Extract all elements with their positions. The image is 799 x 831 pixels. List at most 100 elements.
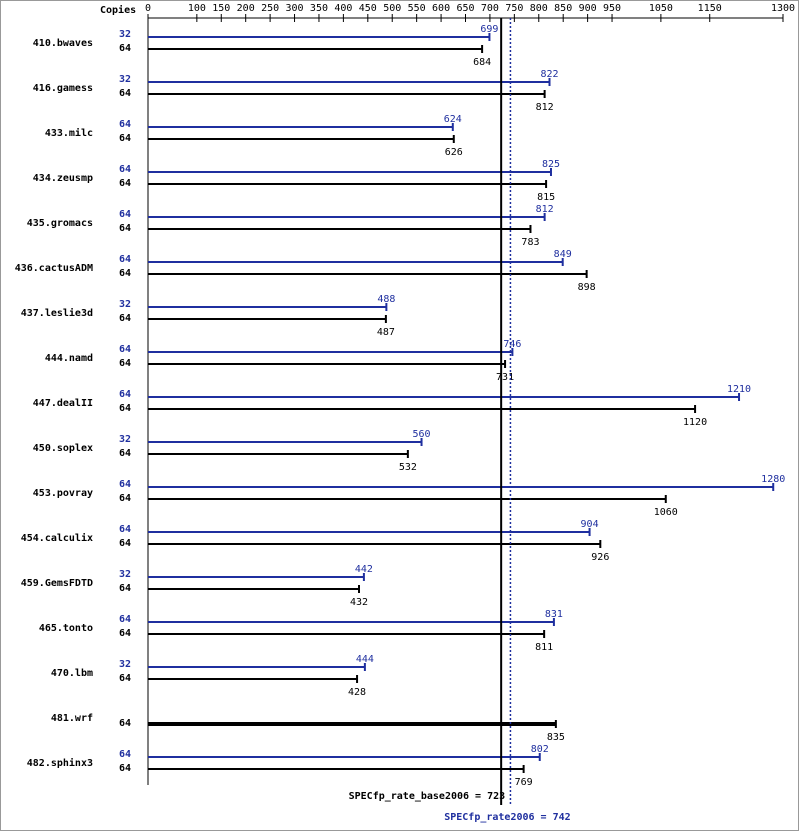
value-label: 684 bbox=[473, 57, 491, 68]
value-label: 825 bbox=[542, 159, 560, 170]
x-tick-label: 200 bbox=[237, 3, 255, 14]
value-label: 822 bbox=[540, 69, 558, 80]
copies-label: 64 bbox=[119, 763, 131, 774]
copies-label: 32 bbox=[119, 434, 131, 445]
x-tick-label: 800 bbox=[530, 3, 548, 14]
copies-label: 64 bbox=[119, 133, 131, 144]
value-label: 1210 bbox=[727, 384, 751, 395]
x-tick-label: 250 bbox=[261, 3, 279, 14]
benchmark-label: 433.milc bbox=[45, 127, 93, 139]
copies-label: 64 bbox=[119, 403, 131, 414]
value-label: 835 bbox=[547, 732, 565, 743]
x-tick-label: 350 bbox=[310, 3, 328, 14]
benchmark-label: 436.cactusADM bbox=[15, 263, 93, 274]
value-label: 560 bbox=[413, 429, 431, 440]
copies-label: 64 bbox=[119, 479, 131, 490]
value-label: 849 bbox=[554, 249, 572, 260]
x-tick-label: 700 bbox=[481, 3, 499, 14]
copies-label: 64 bbox=[119, 583, 131, 594]
value-label: 783 bbox=[521, 237, 539, 248]
copies-label: 64 bbox=[119, 673, 131, 684]
value-label: 626 bbox=[445, 147, 463, 158]
copies-label: 64 bbox=[119, 493, 131, 504]
benchmark-label: 447.dealII bbox=[33, 398, 93, 409]
benchmark-label: 437.leslie3d bbox=[21, 307, 93, 319]
value-label: 746 bbox=[503, 339, 521, 350]
value-label: 699 bbox=[480, 24, 498, 35]
benchmark-label: 454.calculix bbox=[21, 532, 93, 544]
value-label: 624 bbox=[444, 114, 462, 125]
benchmark-label: 410.bwaves bbox=[33, 38, 93, 49]
value-label: 831 bbox=[545, 609, 563, 620]
value-label: 487 bbox=[377, 327, 395, 338]
copies-label: 64 bbox=[119, 164, 131, 175]
x-tick-label: 900 bbox=[579, 3, 597, 14]
value-label: 532 bbox=[399, 462, 417, 473]
x-tick-label: 100 bbox=[188, 3, 206, 14]
copies-label: 64 bbox=[119, 254, 131, 265]
copies-label: 64 bbox=[119, 209, 131, 220]
benchmark-label: 434.zeusmp bbox=[33, 173, 93, 184]
benchmark-label: 465.tonto bbox=[39, 623, 93, 634]
x-tick-label: 0 bbox=[145, 3, 151, 14]
x-tick-label: 500 bbox=[383, 3, 401, 14]
copies-label: 64 bbox=[119, 718, 131, 729]
x-tick-label: 1300 bbox=[771, 3, 795, 14]
copies-label: 64 bbox=[119, 448, 131, 459]
benchmark-label: 453.povray bbox=[33, 488, 93, 499]
x-tick-label: 750 bbox=[505, 3, 523, 14]
x-tick-label: 650 bbox=[456, 3, 474, 14]
copies-label: 64 bbox=[119, 358, 131, 369]
value-label: 488 bbox=[377, 294, 395, 305]
copies-label: 32 bbox=[119, 74, 131, 85]
copies-label: 64 bbox=[119, 389, 131, 400]
copies-label: 64 bbox=[119, 313, 131, 324]
x-tick-label: 1050 bbox=[649, 3, 673, 14]
x-tick-label: 1150 bbox=[698, 3, 722, 14]
value-label: 811 bbox=[535, 642, 553, 653]
x-tick-label: 600 bbox=[432, 3, 450, 14]
copies-label: 64 bbox=[119, 749, 131, 760]
x-tick-label: 150 bbox=[212, 3, 230, 14]
benchmark-label: 444.namd bbox=[45, 353, 93, 364]
benchmark-label: 435.gromacs bbox=[27, 218, 93, 229]
copies-label: 32 bbox=[119, 29, 131, 40]
value-label: 1060 bbox=[654, 507, 678, 518]
value-label: 1120 bbox=[683, 417, 707, 428]
copies-label: 64 bbox=[119, 88, 131, 99]
value-label: 428 bbox=[348, 687, 366, 698]
x-tick-label: 450 bbox=[359, 3, 377, 14]
value-label: 926 bbox=[591, 552, 609, 563]
value-label: 812 bbox=[536, 204, 554, 215]
x-tick-label: 550 bbox=[408, 3, 426, 14]
copies-label: 64 bbox=[119, 344, 131, 355]
copies-label: 32 bbox=[119, 299, 131, 310]
x-tick-label: 850 bbox=[554, 3, 572, 14]
copies-label: 64 bbox=[119, 223, 131, 234]
copies-label: 64 bbox=[119, 268, 131, 279]
copies-label: 32 bbox=[119, 569, 131, 580]
copies-label: 64 bbox=[119, 628, 131, 639]
x-tick-label: 950 bbox=[603, 3, 621, 14]
copies-label: 64 bbox=[119, 119, 131, 130]
copies-label: 64 bbox=[119, 614, 131, 625]
value-label: 444 bbox=[356, 654, 374, 665]
x-tick-label: 300 bbox=[286, 3, 304, 14]
value-label: 898 bbox=[578, 282, 596, 293]
reference-label: SPECfp_rate_base2006 = 723 bbox=[349, 791, 506, 802]
benchmark-label: 470.lbm bbox=[51, 668, 93, 679]
axis-label: Copies bbox=[100, 4, 136, 16]
reference-label: SPECfp_rate2006 = 742 bbox=[444, 812, 570, 823]
copies-label: 64 bbox=[119, 538, 131, 549]
value-label: 815 bbox=[537, 192, 555, 203]
value-label: 812 bbox=[536, 102, 554, 113]
benchmark-label: 450.soplex bbox=[33, 443, 93, 454]
value-label: 432 bbox=[350, 597, 368, 608]
value-label: 802 bbox=[531, 744, 549, 755]
benchmark-label: 482.sphinx3 bbox=[27, 757, 93, 769]
benchmark-label: 481.wrf bbox=[51, 713, 93, 724]
copies-label: 64 bbox=[119, 524, 131, 535]
copies-label: 64 bbox=[119, 43, 131, 54]
value-label: 1280 bbox=[761, 474, 785, 485]
